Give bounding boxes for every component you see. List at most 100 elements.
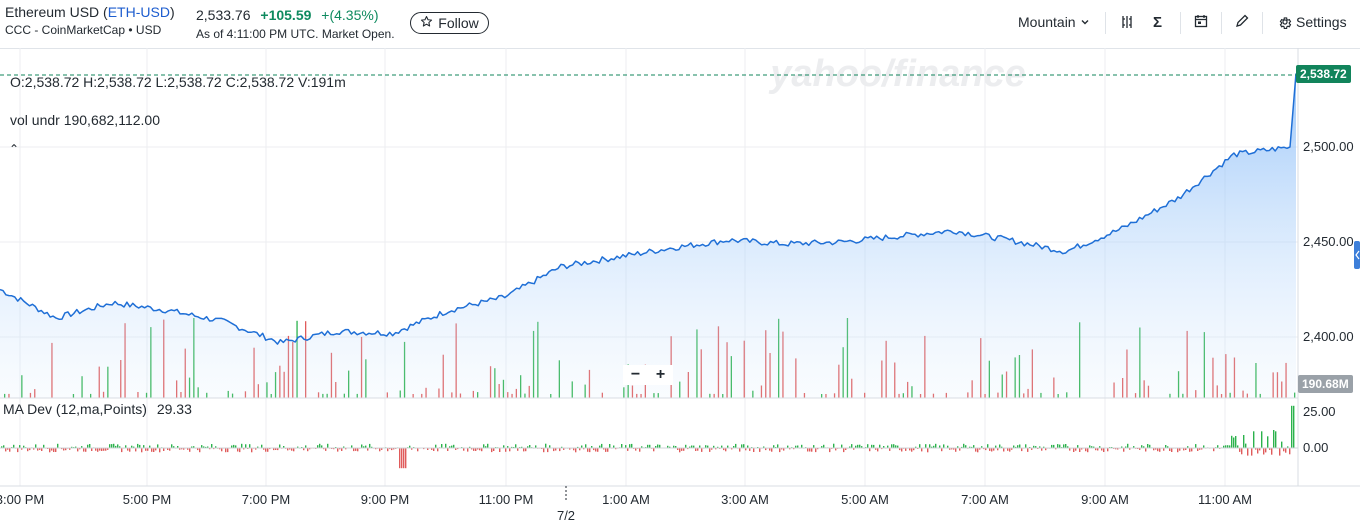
- study-bar: [53, 448, 55, 452]
- study-bar: [275, 448, 277, 450]
- asset-title: Ethereum USD (ETH-USD): [5, 4, 175, 20]
- scroll-handle[interactable]: [1354, 241, 1360, 269]
- compare-icon[interactable]: [1120, 14, 1134, 30]
- asset-symbol[interactable]: ETH-USD: [107, 4, 170, 20]
- price-line: 2,533.76 +105.59 +(4.35%): [196, 7, 378, 23]
- study-bar: [961, 446, 963, 448]
- study-bar: [5, 448, 7, 452]
- x-tick-label: 7:00 PM: [241, 492, 291, 507]
- price-chart[interactable]: yahoo/finance: [0, 48, 1360, 522]
- study-bar: [1255, 448, 1257, 450]
- study-bar: [821, 446, 823, 448]
- study-bar: [251, 448, 253, 453]
- study-bar: [403, 448, 405, 469]
- study-bar: [61, 448, 63, 450]
- study-bar: [635, 448, 637, 451]
- study-bar: [669, 446, 671, 448]
- study-bar: [1253, 431, 1255, 448]
- study-bar: [261, 444, 263, 448]
- study-bar: [769, 448, 771, 451]
- study-bar: [1267, 436, 1269, 448]
- zoom-out-button[interactable]: −: [630, 366, 641, 383]
- chart-type-dropdown[interactable]: Mountain: [1018, 14, 1090, 30]
- calendar-icon[interactable]: [1194, 14, 1208, 28]
- study-bar: [1123, 448, 1125, 452]
- study-bar: [71, 446, 73, 448]
- study-bar: [647, 444, 649, 448]
- study-bar: [267, 448, 269, 452]
- study-bar: [193, 446, 195, 448]
- settings-button[interactable]: Settings: [1278, 14, 1347, 30]
- study-bar: [743, 444, 745, 448]
- study-bar: [469, 446, 471, 449]
- study-bar: [369, 443, 371, 448]
- study-bar: [491, 448, 493, 453]
- study-bar: [911, 448, 913, 452]
- zoom-controls: − +: [623, 365, 673, 385]
- study-bar: [773, 445, 775, 448]
- collapse-icon[interactable]: ⌃: [9, 142, 20, 156]
- study-bar: [713, 445, 715, 448]
- study-bar: [1095, 448, 1097, 451]
- study-bar: [477, 448, 479, 450]
- study-bar: [963, 443, 965, 448]
- study-bar: [649, 444, 651, 448]
- study-bar: [629, 444, 631, 448]
- study-bar: [1233, 437, 1235, 448]
- follow-button[interactable]: Follow: [410, 12, 489, 34]
- study-bar: [985, 448, 987, 451]
- study-bar: [683, 448, 685, 451]
- study-bar: [731, 448, 733, 450]
- study-bar: [447, 448, 449, 451]
- gear-icon: [1278, 15, 1292, 29]
- x-tick-label: 7:00 AM: [961, 492, 1009, 507]
- study-bar: [463, 448, 465, 451]
- study-bar: [583, 448, 585, 450]
- study-bar: [481, 448, 483, 452]
- study-bar: [953, 448, 955, 450]
- study-bar: [345, 448, 347, 450]
- study-bar: [361, 444, 363, 448]
- study-y-tick-label: 25.00: [1303, 404, 1336, 419]
- x-tick-label: 3:00 PM: [0, 492, 45, 507]
- study-bar: [597, 448, 599, 452]
- sigma-indicators-icon[interactable]: Σ: [1153, 14, 1163, 31]
- study-bar: [521, 446, 523, 448]
- study-bar: [871, 444, 873, 448]
- study-bar: [957, 446, 959, 448]
- study-bar: [207, 446, 209, 448]
- study-bar: [291, 448, 293, 451]
- zoom-in-button[interactable]: +: [655, 366, 666, 383]
- study-bar: [921, 448, 923, 452]
- study-bar: [171, 444, 173, 448]
- study-bar: [199, 448, 201, 453]
- study-bar: [879, 444, 881, 448]
- study-bar: [1097, 448, 1099, 451]
- study-bar: [1075, 448, 1077, 451]
- study-bar: [7, 448, 9, 450]
- study-bar: [235, 445, 237, 448]
- study-bar: [455, 448, 457, 450]
- study-bar: [1009, 448, 1011, 452]
- study-bar: [845, 448, 847, 450]
- study-bar: [545, 443, 547, 448]
- study-bar: [3, 445, 5, 448]
- study-bar: [265, 448, 267, 452]
- study-bar: [499, 448, 501, 452]
- study-bar: [411, 448, 413, 450]
- study-bar: [77, 448, 79, 452]
- study-bar: [561, 446, 563, 448]
- study-bar: [659, 444, 661, 448]
- study-bar: [849, 446, 851, 448]
- study-bar: [615, 448, 617, 450]
- pencil-draw-icon[interactable]: [1235, 14, 1249, 28]
- study-bar: [511, 446, 513, 448]
- study-bar: [1121, 446, 1123, 448]
- study-bar: [423, 448, 425, 450]
- study-bar: [1141, 445, 1143, 448]
- study-bar: [1243, 435, 1245, 448]
- study-bar: [55, 448, 57, 452]
- study-bar: [813, 445, 815, 448]
- study-bar: [79, 448, 81, 450]
- study-bar: [777, 444, 779, 448]
